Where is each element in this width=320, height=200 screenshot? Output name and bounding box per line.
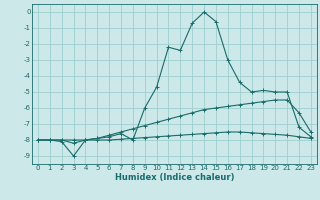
X-axis label: Humidex (Indice chaleur): Humidex (Indice chaleur) (115, 173, 234, 182)
